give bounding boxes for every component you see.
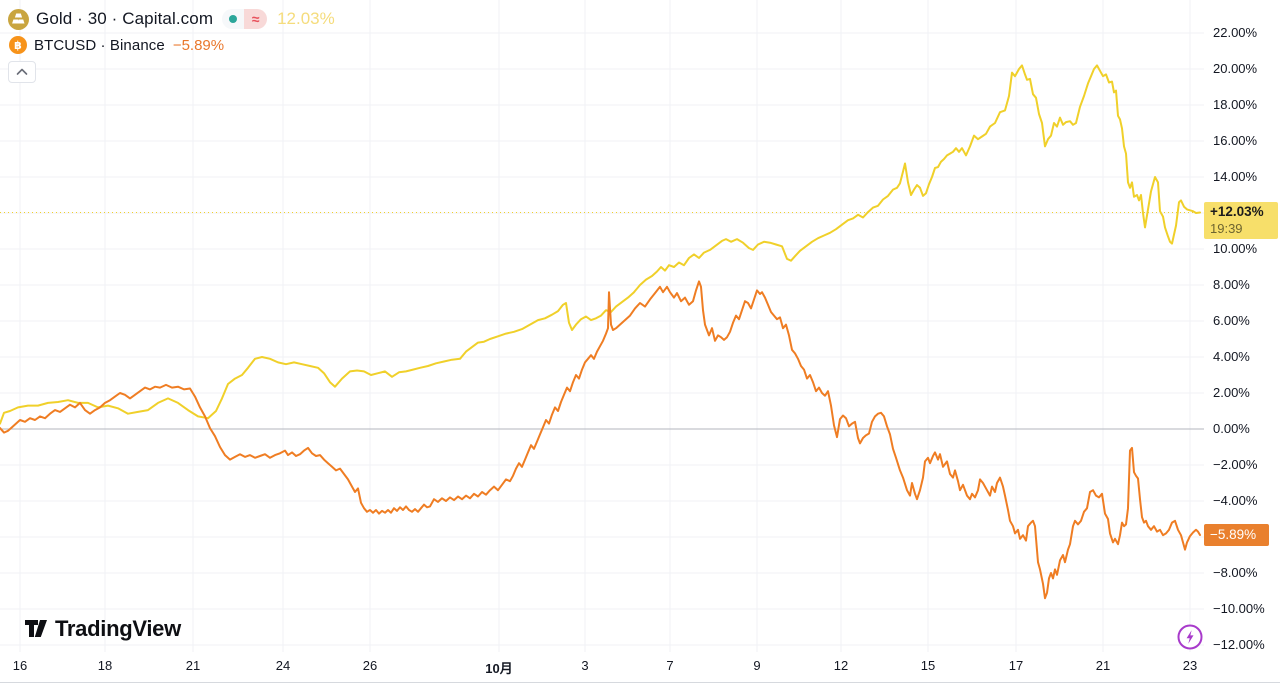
legend-row-gold[interactable]: Gold · 30 · Capital.com ≈ 12.03% — [8, 6, 335, 32]
btc-price-value: −5.89% — [1210, 527, 1257, 543]
x-axis-label: 7 — [666, 658, 674, 673]
btc-icon: ฿ — [9, 36, 27, 54]
legend-collapse-button[interactable] — [8, 61, 36, 83]
legend-row-btc[interactable]: ฿ BTCUSD · Binance −5.89% — [8, 34, 335, 56]
y-axis-label: 6.00% — [1213, 313, 1250, 328]
gold-coin-icon — [8, 8, 29, 30]
y-axis-label: −4.00% — [1213, 493, 1258, 508]
x-axis-label: 15 — [920, 658, 936, 673]
x-axis-label: 21 — [1095, 658, 1111, 673]
time-axis[interactable]: 16 18 21 24 26 10月 3 7 9 12 15 17 21 23 — [0, 652, 1280, 682]
y-axis-label: −8.00% — [1213, 565, 1258, 580]
price-axis[interactable]: 22.00% 20.00% 18.00% 16.00% 14.00% 10.00% 8.00… — [1204, 0, 1280, 652]
btc-change-value: −5.89% — [172, 36, 225, 54]
y-axis-label: 8.00% — [1213, 277, 1250, 292]
gold-series-title[interactable]: Gold · 30 · Capital.com — [36, 9, 214, 28]
gold-price-time: 19:39 — [1210, 221, 1243, 237]
legend: Gold · 30 · Capital.com ≈ 12.03% ฿ BTCUS… — [8, 6, 335, 83]
btcusd-series-line — [0, 280, 1201, 600]
tradingview-logo[interactable]: TradingView — [24, 616, 181, 642]
tradingview-mark-icon — [25, 620, 47, 637]
data-status-pill[interactable]: ≈ — [222, 9, 268, 29]
y-axis-label: −12.00% — [1213, 637, 1265, 652]
y-axis-label: 4.00% — [1213, 349, 1250, 364]
x-axis-label: 3 — [581, 658, 589, 673]
approx-status-icon: ≈ — [244, 9, 268, 29]
y-axis-label: 20.00% — [1213, 61, 1258, 76]
btc-series-title[interactable]: BTCUSD · Binance — [34, 36, 165, 54]
x-axis-label: 16 — [12, 658, 28, 673]
lightning-button[interactable] — [1176, 623, 1204, 651]
x-axis-label: 23 — [1182, 658, 1198, 673]
x-axis-label: 9 — [753, 658, 761, 673]
x-axis-label: 26 — [362, 658, 378, 673]
gold-price-badge: +12.03% 19:39 — [1204, 202, 1278, 240]
tradingview-logo-text: TradingView — [55, 616, 181, 641]
status-dot-icon — [222, 9, 245, 29]
x-axis-label: 18 — [97, 658, 113, 673]
gold-price-value: +12.03% — [1210, 204, 1264, 220]
y-axis-label: 14.00% — [1213, 169, 1258, 184]
x-axis-label: 10月 — [485, 661, 513, 676]
y-axis-label: −10.00% — [1213, 601, 1265, 616]
btc-price-badge: −5.89% — [1204, 524, 1269, 547]
lightning-icon — [1177, 624, 1203, 650]
y-axis-label: −2.00% — [1213, 457, 1258, 472]
y-axis-label: 22.00% — [1213, 25, 1258, 40]
x-axis-label: 12 — [833, 658, 849, 673]
x-axis-label: 17 — [1008, 658, 1024, 673]
gold-change-value: 12.03% — [277, 9, 335, 28]
x-axis-label: 24 — [275, 658, 291, 673]
y-axis-label: 16.00% — [1213, 133, 1258, 148]
x-axis-label: 21 — [185, 658, 201, 673]
y-axis-label: 2.00% — [1213, 385, 1250, 400]
window-bottom-border — [0, 682, 1280, 683]
y-axis-label: 18.00% — [1213, 97, 1258, 112]
y-axis-label: 0.00% — [1213, 421, 1250, 436]
svg-text:฿: ฿ — [14, 39, 22, 52]
gold-series-line — [0, 64, 1201, 425]
y-axis-label: 10.00% — [1213, 241, 1258, 256]
chevron-up-icon — [16, 68, 28, 75]
